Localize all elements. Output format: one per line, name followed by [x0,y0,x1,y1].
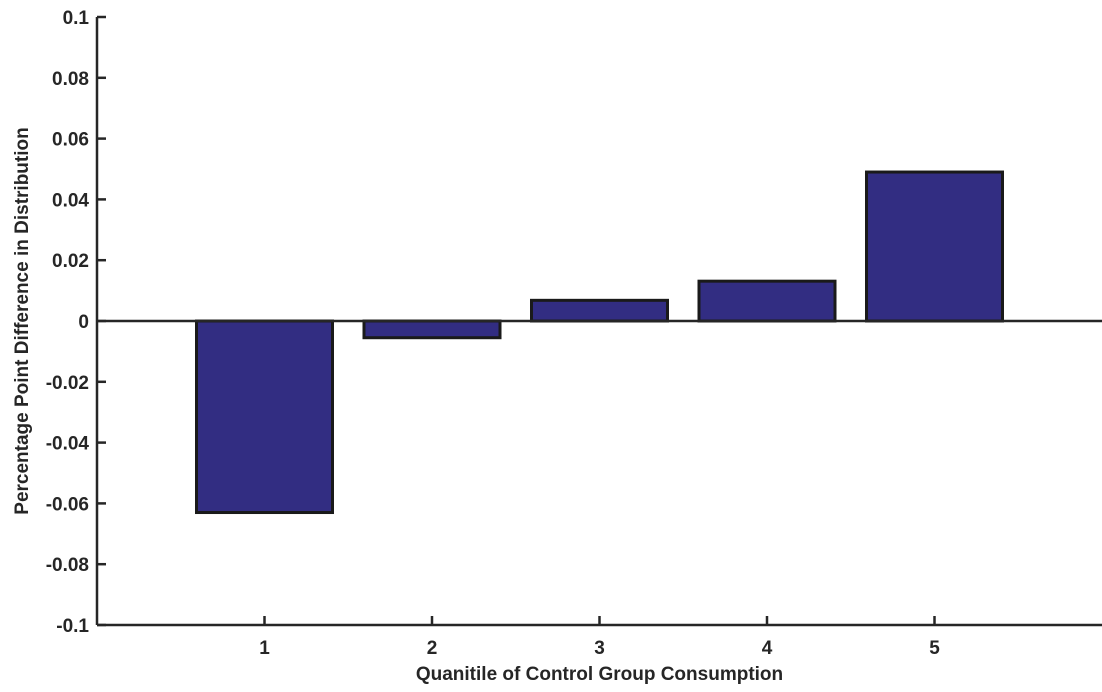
y-axis: -0.1 -0.08 -0.06 -0.04 -0.02 0 0.02 0.04 0.06 0.0… [46,8,106,637]
x-tick-label: 2 [427,638,438,659]
y-axis-title: Percentage Point Difference in Distribut… [12,127,33,514]
y-tick-label: 0.04 [52,190,89,211]
bar-4 [697,279,837,323]
y-tick-label: -0.04 [46,434,90,455]
bar-1 [195,319,334,515]
y-tick-label: -0.06 [46,494,89,515]
x-axis-title: Quanitile of Control Group Consumption [416,664,783,685]
bars-group [195,170,1004,515]
y-tick-label: 0 [78,312,89,333]
y-tick-label: -0.08 [46,555,89,576]
x-tick-label: 1 [259,638,270,659]
x-axis: 1 2 3 4 5 [97,616,1102,659]
y-tick-label: -0.02 [46,373,89,394]
x-tick-label: 3 [594,638,605,659]
bar-3 [530,298,669,323]
y-tick-label: 0.02 [52,251,89,272]
x-tick-label: 5 [929,638,940,659]
bar-5 [865,170,1004,323]
y-tick-label: 0.1 [63,8,90,29]
y-tick-label: -0.1 [56,616,89,637]
x-tick-label: 4 [762,638,773,659]
y-tick-label: 0.08 [52,69,89,90]
y-tick-label: 0.06 [52,130,89,151]
bar-2 [362,319,502,340]
